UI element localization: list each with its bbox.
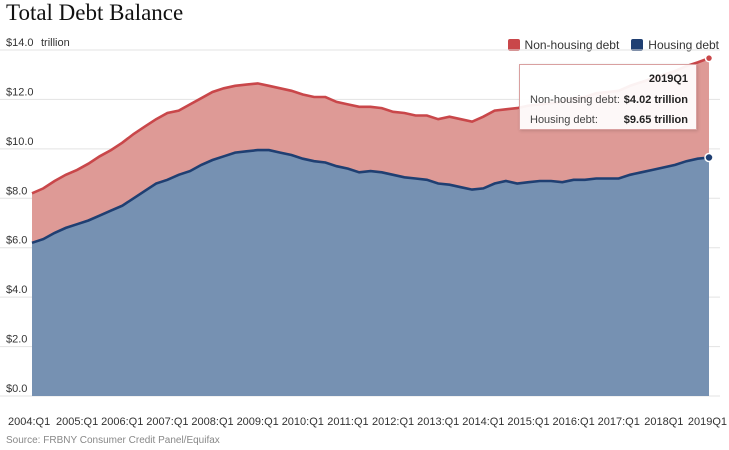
tooltip-date: 2019Q1 [648, 73, 688, 85]
y-tick-label: $6.0 [6, 235, 27, 247]
series-line-housing [31, 148, 710, 245]
x-tick-label: 2011:Q1 [327, 416, 368, 428]
x-tick-label: 2017:Q1 [598, 416, 640, 428]
x-tick-label: 2010:Q1 [282, 416, 324, 428]
x-tick-label: 2015:Q1 [507, 416, 549, 428]
tooltip-label-housing: Housing debt: [530, 114, 598, 126]
x-tick-label: 2006:Q1 [101, 416, 143, 428]
x-tick-label: 2008:Q1 [191, 416, 233, 428]
point-marker-housing [704, 152, 714, 163]
y-tick-label: $12.0 [6, 86, 34, 98]
legend-item-housing[interactable]: Housing debt [631, 38, 719, 52]
x-tick-label: 2004:Q1 [8, 416, 50, 428]
legend-label-non-housing: Non-housing debt [524, 38, 620, 52]
series-area-housing [32, 150, 709, 396]
tooltip-value-housing: $9.65 trillion [623, 114, 688, 126]
y-tick-label: $10.0 [6, 136, 34, 148]
x-tick-label: 2013:Q1 [417, 416, 459, 428]
y-tick-label: $0.0 [6, 383, 27, 395]
y-tick-label: $14.0 [6, 37, 34, 49]
tooltip-value-non-housing: $4.02 trillion [623, 94, 688, 106]
source-note: Source: FRBNY Consumer Credit Panel/Equi… [6, 435, 220, 446]
series-area-non-housing [32, 58, 709, 243]
legend-swatch-housing [631, 39, 644, 51]
chart-title: Total Debt Balance [6, 0, 184, 25]
y-tick-label: $2.0 [6, 334, 27, 346]
tooltip-label-non-housing: Non-housing debt: [530, 94, 620, 106]
x-tick-label: 2019Q1 [688, 416, 727, 428]
x-tick-label: 2012:Q1 [372, 416, 414, 428]
tooltip: 2019Q1 Non-housing debt: $4.02 trillion … [519, 64, 697, 130]
point-marker-non-housing [704, 53, 714, 63]
legend-swatch-non-housing [507, 39, 520, 51]
y-unit-label: trillion [41, 37, 70, 49]
x-tick-label: 2009:Q1 [237, 416, 279, 428]
x-tick-label: 2005:Q1 [56, 416, 98, 428]
x-tick-label: 2007:Q1 [146, 416, 188, 428]
x-tick-label: 2014:Q1 [462, 416, 504, 428]
tooltip-row-housing: Housing debt: $9.65 trillion [530, 114, 688, 126]
x-tick-label: 2016:Q1 [552, 416, 594, 428]
legend-label-housing: Housing debt [648, 38, 719, 52]
legend: Non-housing debt Housing debt [507, 38, 719, 52]
y-tick-label: $4.0 [6, 284, 27, 296]
legend-item-non-housing[interactable]: Non-housing debt [507, 38, 620, 52]
y-tick-label: $8.0 [6, 185, 27, 197]
x-tick-label: 2018Q1 [644, 416, 683, 428]
tooltip-row-non-housing: Non-housing debt: $4.02 trillion [530, 94, 688, 106]
